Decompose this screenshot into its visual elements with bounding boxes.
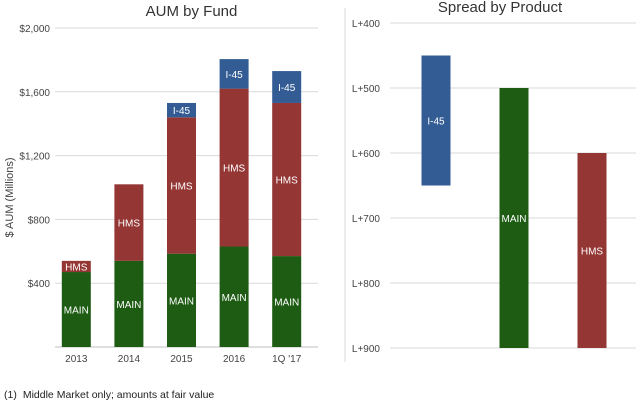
spread-bar-label: HMS	[581, 247, 604, 258]
spread-y-tick-label: L+600	[352, 149, 381, 160]
aum-x-tick-label: 2016	[223, 354, 246, 365]
aum-bar-main	[272, 256, 302, 347]
aum-bar-hms	[114, 184, 144, 261]
aum-y-tick-label: $1,200	[19, 152, 50, 163]
aum-y-tick-label: $400	[28, 279, 51, 290]
spread-bar-hms	[577, 153, 607, 348]
spread-y-tick-label: L+400	[352, 19, 381, 30]
spread-y-tick-label: L+500	[352, 84, 381, 95]
aum-bar-label: I-45	[173, 106, 191, 117]
aum-chart-title: AUM by Fund	[146, 3, 238, 20]
aum-bar-label: HMS	[170, 182, 193, 193]
aum-bar-label: HMS	[118, 219, 141, 230]
aum-bar-label: HMS	[276, 176, 299, 187]
aum-bar-main	[219, 246, 249, 347]
footnote-text: Middle Market only; amounts at fair valu…	[22, 389, 215, 401]
aum-x-tick-label: 2014	[118, 354, 141, 365]
aum-bar-label: HMS	[65, 262, 88, 273]
aum-bar-main	[167, 253, 196, 347]
aum-bar-i-45	[219, 59, 249, 89]
aum-bar-label: MAIN	[274, 298, 299, 309]
aum-bar-label: HMS	[223, 164, 246, 175]
aum-bar-hms	[272, 102, 302, 257]
aum-x-tick-label: 2013	[65, 354, 88, 365]
aum-bar-label: MAIN	[169, 296, 194, 307]
spread-chart-title: Spread by Product	[438, 0, 563, 16]
spread-bar-main	[499, 88, 529, 348]
aum-bar-label: I-45	[225, 70, 243, 81]
spread-bar-label: I-45	[427, 117, 445, 128]
aum-bar-label: MAIN	[222, 293, 247, 304]
footnote-marker: (1)	[4, 389, 17, 401]
aum-y-tick-label: $2,000	[19, 24, 50, 35]
aum-bar-label: I-45	[278, 83, 296, 94]
aum-x-tick-label: 2015	[170, 354, 193, 365]
aum-x-tick-label: 1Q '17	[272, 354, 302, 365]
spread-y-tick-label: L+700	[352, 214, 381, 225]
spread-y-tick-label: L+900	[352, 344, 381, 355]
spread-bar-label: MAIN	[502, 214, 527, 225]
aum-y-axis-label: $ AUM (Millions)	[4, 157, 16, 237]
aum-bar-hms	[167, 117, 196, 254]
aum-bar-hms	[219, 88, 249, 247]
aum-bar-i-45	[167, 102, 196, 118]
aum-bar-label: MAIN	[64, 306, 89, 317]
aum-bar-main	[114, 260, 144, 347]
spread-bar-i-45	[421, 55, 451, 186]
footnote: (1) Middle Market only; amounts at fair v…	[4, 389, 214, 401]
aum-bar-label: MAIN	[116, 300, 141, 311]
aum-bar-hms	[61, 260, 91, 273]
aum-bar-i-45	[272, 71, 302, 103]
aum-bar-main	[61, 272, 91, 347]
aum-y-tick-label: $1,600	[19, 88, 50, 99]
aum-y-tick-label: $800	[28, 215, 51, 226]
spread-y-tick-label: L+800	[352, 279, 381, 290]
